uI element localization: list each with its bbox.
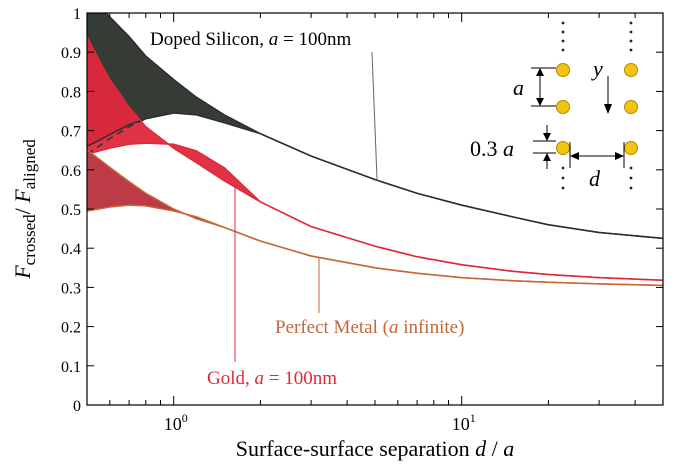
metal-label: Perfect Metal (a infinite)	[275, 317, 464, 338]
y-tick-label: 0.2	[61, 320, 81, 337]
y-tick-label: 0.1	[61, 359, 81, 376]
y-tick-label: 0.5	[61, 202, 81, 219]
particle	[624, 141, 638, 155]
dashed-curve	[87, 112, 174, 155]
gold-upper-line	[87, 36, 663, 282]
particle	[624, 100, 638, 114]
y-axis: 0 0.1 0.2 0.3 0.4 0.5 0.6 0.7 0.8 0.9 1	[61, 6, 663, 415]
silicon-label: Doped Silicon, a = 100nm	[150, 29, 351, 50]
particle	[556, 100, 570, 114]
y-tick-label: 0	[73, 398, 81, 415]
series-lines	[87, 13, 663, 287]
gold-band	[87, 36, 663, 281]
inset-d-label: d	[589, 166, 601, 191]
particle	[556, 63, 570, 77]
x-tick-label: 101	[452, 411, 476, 434]
y-tick-label: 0.4	[61, 241, 81, 258]
x-axis-label: Surface-surface separation d / a	[236, 436, 515, 461]
silicon-upper-line	[105, 13, 663, 240]
silicon-pointer	[371, 51, 378, 180]
particle	[624, 63, 638, 77]
y-tick-label: 0.7	[61, 124, 81, 141]
inset-schematic: a y 0.3 a d	[470, 21, 638, 191]
inset-a-label: a	[513, 75, 524, 100]
inset-y-label: y	[591, 56, 603, 81]
x-axis: 100 101	[86, 13, 664, 434]
band-group	[87, 13, 663, 286]
particle	[556, 141, 570, 155]
y-tick-label: 0.3	[61, 280, 81, 297]
gold-label: Gold, a = 100nm	[207, 368, 337, 389]
y-tick-label: 0.6	[61, 163, 81, 180]
y-axis-label: Fcrossed/ Faligned	[10, 139, 39, 280]
metal-band	[87, 150, 663, 286]
inset-gap-label: 0.3 a	[470, 136, 514, 161]
y-tick-label: 0.8	[61, 84, 81, 101]
metal-upper-line	[87, 149, 663, 287]
y-tick-label: 0.9	[61, 45, 81, 62]
y-tick-label: 1	[73, 6, 81, 23]
metal-lower-line	[87, 204, 663, 287]
x-tick-label: 100	[164, 411, 188, 434]
